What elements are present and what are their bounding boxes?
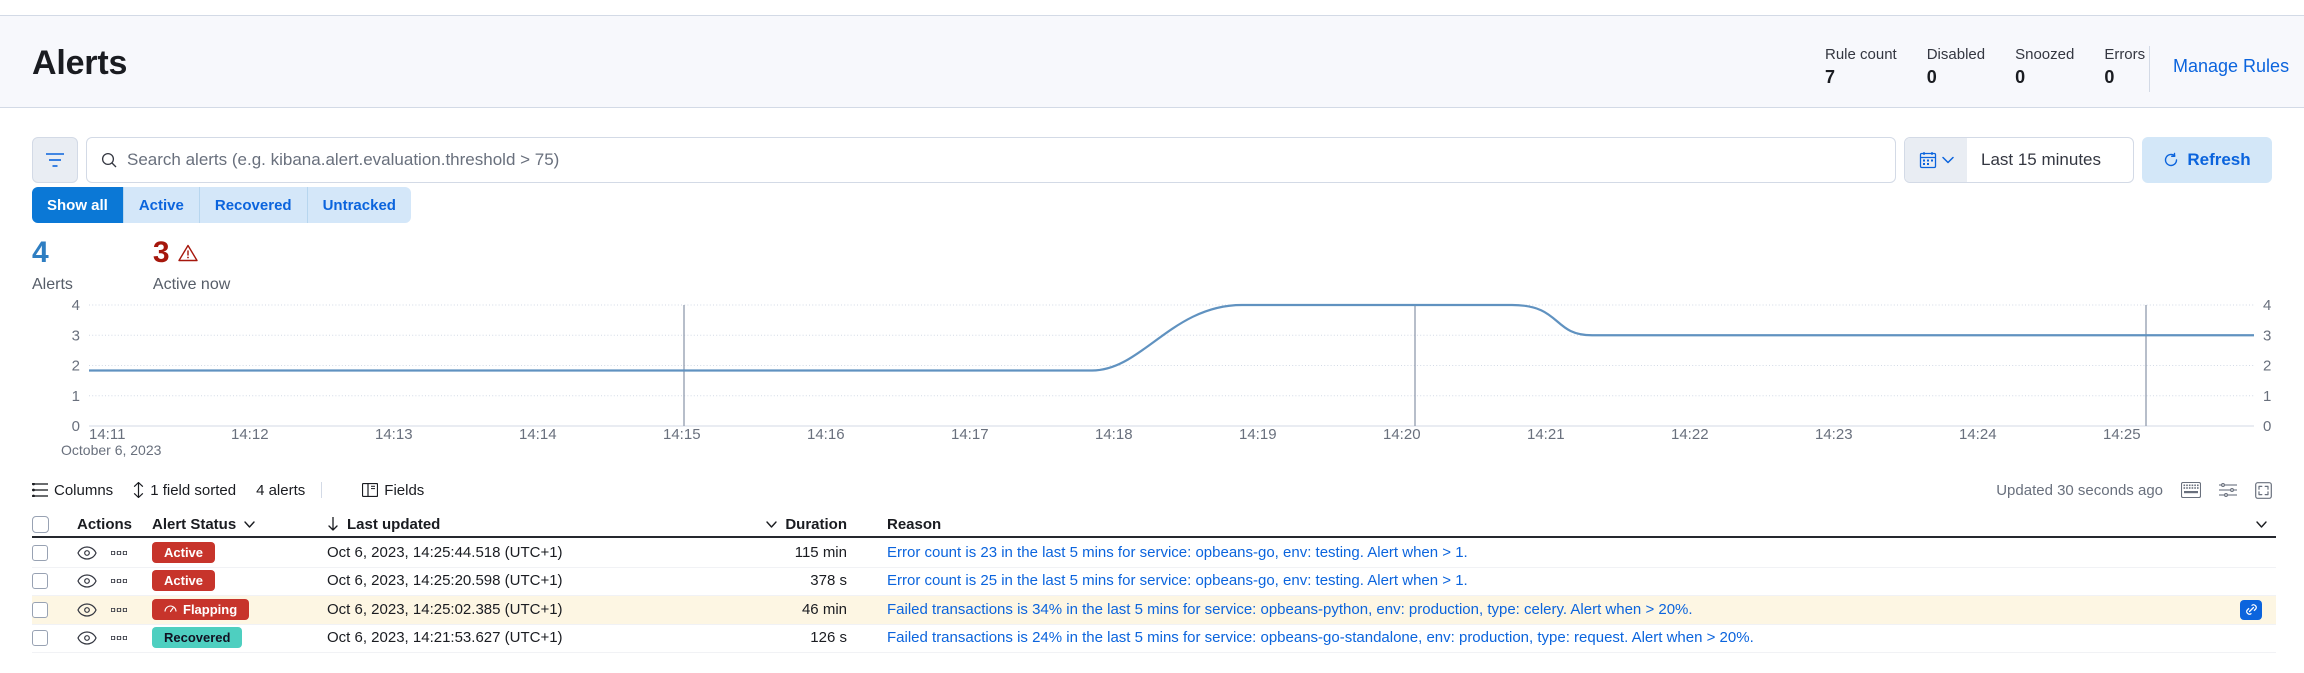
svg-text:1: 1 — [72, 388, 80, 405]
svg-text:4: 4 — [72, 297, 80, 314]
svg-text:2: 2 — [2263, 358, 2271, 375]
svg-text:3: 3 — [2263, 327, 2271, 344]
svg-text:14:21: 14:21 — [1527, 426, 1565, 443]
svg-text:14:19: 14:19 — [1239, 426, 1277, 443]
svg-text:14:18: 14:18 — [1095, 426, 1133, 443]
svg-text:14:13: 14:13 — [375, 426, 413, 443]
svg-text:14:24: 14:24 — [1959, 426, 1997, 443]
svg-text:14:22: 14:22 — [1671, 426, 1709, 443]
svg-text:3: 3 — [72, 327, 80, 344]
svg-text:4: 4 — [2263, 297, 2271, 314]
svg-text:14:25: 14:25 — [2103, 426, 2141, 443]
svg-text:2: 2 — [72, 358, 80, 375]
svg-text:14:15: 14:15 — [663, 426, 701, 443]
svg-text:14:14: 14:14 — [519, 426, 557, 443]
svg-text:14:12: 14:12 — [231, 426, 269, 443]
svg-text:14:16: 14:16 — [807, 426, 845, 443]
svg-text:1: 1 — [2263, 388, 2271, 405]
svg-text:14:23: 14:23 — [1815, 426, 1853, 443]
svg-text:14:20: 14:20 — [1383, 426, 1421, 443]
svg-text:0: 0 — [72, 418, 80, 435]
svg-text:14:17: 14:17 — [951, 426, 989, 443]
svg-text:14:11: 14:11 — [89, 426, 125, 443]
svg-text:0: 0 — [2263, 418, 2271, 435]
